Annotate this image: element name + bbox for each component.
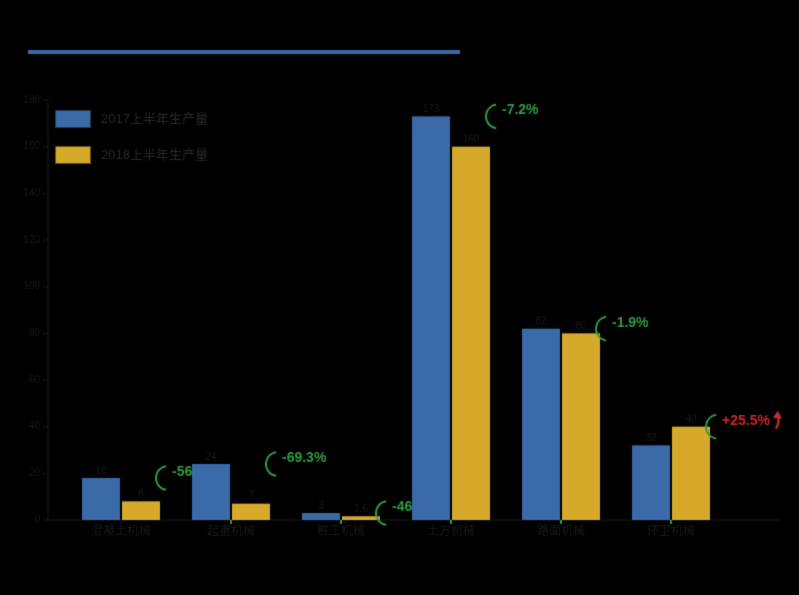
bar-chart	[0, 0, 799, 595]
